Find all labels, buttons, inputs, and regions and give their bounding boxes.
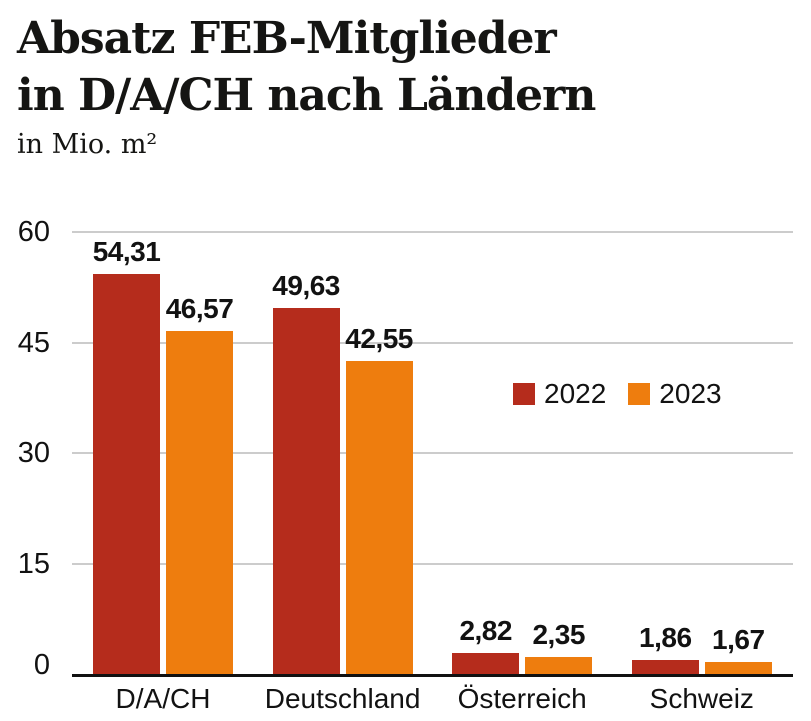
x-axis-category-label: Schweiz <box>649 683 754 714</box>
bar-2022-0 <box>93 274 160 674</box>
chart-title-line1: Absatz FEB-Mitglieder <box>17 13 557 64</box>
bar-value-label: 1,67 <box>712 624 765 655</box>
chart-subtitle: in Mio. m² <box>17 129 158 160</box>
legend-label: 2023 <box>659 378 722 409</box>
bar-2023-3 <box>704 662 772 674</box>
chart-header: Absatz FEB-Mitglieder in D/A/CH nach Län… <box>17 10 596 162</box>
bar-2022-1 <box>272 308 340 674</box>
x-axis-line <box>72 674 793 677</box>
legend-item-2022: 2022 <box>513 380 606 408</box>
y-axis-tick-label: 15 <box>17 547 50 580</box>
y-axis-tick-label: 0 <box>33 649 50 681</box>
bar-2023-0 <box>166 331 233 674</box>
legend-item-2023: 2023 <box>628 378 722 409</box>
bar-value-label: 42,55 <box>345 323 413 354</box>
bar-2022-3 <box>631 660 699 674</box>
x-axis-category-label: Österreich <box>457 683 587 714</box>
bar-2023-2 <box>525 657 593 674</box>
y-axis-tick-label: 60 <box>17 216 50 248</box>
y-gridline <box>72 452 793 454</box>
bar-2022-2 <box>452 653 520 674</box>
y-gridline <box>72 341 793 344</box>
bar-value-label: 2,82 <box>459 615 512 646</box>
chart-legend: 2022 2023 <box>513 380 722 408</box>
bar-value-label: 46,57 <box>165 293 234 324</box>
y-gridline <box>72 562 793 565</box>
bar-2023-1 <box>345 361 413 674</box>
legend-swatch-icon <box>513 383 535 405</box>
y-gridline <box>72 231 793 233</box>
legend-label: 2022 <box>544 378 607 409</box>
bar-value-label: 2,35 <box>532 619 585 650</box>
y-axis-tick-label: 45 <box>17 326 50 359</box>
bar-value-label: 54,31 <box>92 236 161 267</box>
y-axis-tick-label: 30 <box>17 437 50 469</box>
chart-title-line2: in D/A/CH nach Ländern <box>17 70 596 121</box>
legend-swatch-icon <box>628 383 651 405</box>
bar-value-label: 49,63 <box>272 270 340 301</box>
x-axis-category-label: Deutschland <box>264 683 421 714</box>
x-axis-category-label: D/A/CH <box>115 683 211 714</box>
bar-value-label: 1,86 <box>639 622 692 653</box>
